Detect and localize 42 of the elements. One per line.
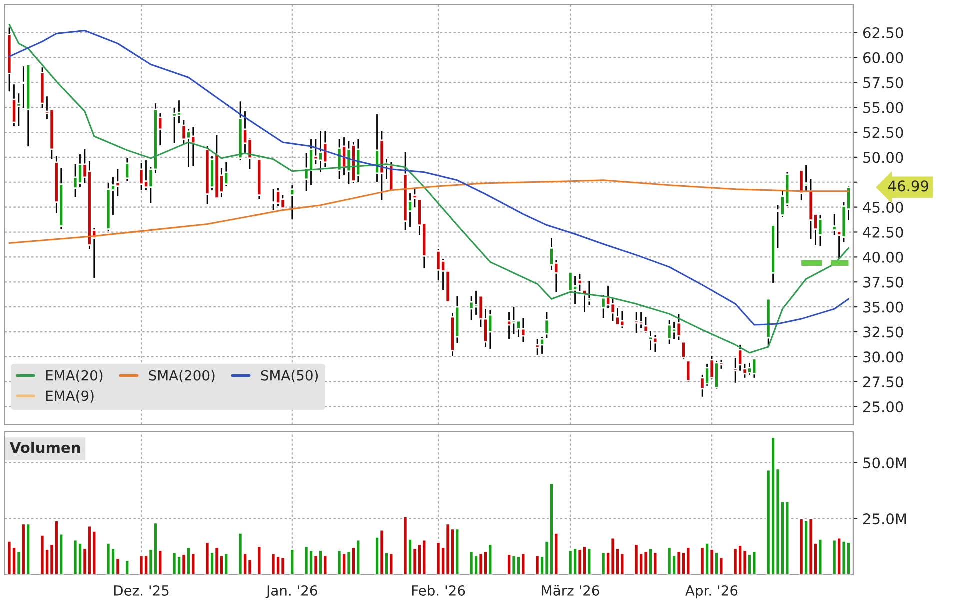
- legend-label: EMA(20): [46, 370, 103, 382]
- x-tick-label: Dez. '25: [114, 585, 169, 596]
- y-tick-label: 42.50: [863, 226, 904, 238]
- candlestick: [290, 184, 296, 220]
- y-tick-label: 50.00: [864, 152, 904, 164]
- y-tick-label: 50.0M: [864, 458, 906, 469]
- candlestick: [686, 360, 692, 383]
- y-tick-label: 25.0M: [864, 514, 906, 525]
- candlestick: [681, 340, 686, 360]
- candlestick: [138, 162, 144, 192]
- bar: [124, 560, 130, 575]
- y-tick-label: 27.50: [864, 376, 904, 388]
- candlestick: [468, 295, 474, 321]
- y-tick-label: 45.00: [863, 202, 904, 214]
- y-tick-label: 57.50: [864, 77, 904, 88]
- y-tick-label: 25.00: [864, 402, 904, 413]
- x-tick-label: März '26: [542, 585, 600, 596]
- y-tick-label: 55.00: [864, 102, 904, 114]
- y-tick-label: 60.00: [863, 52, 904, 64]
- legend-label: EMA(9): [46, 390, 94, 403]
- legend-label: SMA(200): [149, 370, 215, 382]
- y-tick-label: 62.50: [863, 27, 904, 38]
- bar: [256, 546, 262, 575]
- text: Volumen: [10, 442, 80, 454]
- x-tick-label: Apr. '26: [686, 585, 738, 599]
- x-tick-label: Feb. '26: [412, 585, 466, 596]
- text: 46.99: [888, 180, 928, 192]
- y-tick-label: 52.50: [864, 127, 904, 138]
- candlestick: [666, 319, 672, 345]
- y-tick-label: 30.00: [864, 352, 904, 363]
- bar: [290, 548, 296, 575]
- y-tick-label: 32.50: [864, 326, 904, 338]
- y-tick-label: 37.50: [864, 276, 904, 288]
- x-tick-label: Jan. '26: [266, 585, 318, 599]
- candlestick: [506, 311, 512, 340]
- candlestick: [544, 311, 550, 339]
- bar: [634, 544, 640, 575]
- y-tick-label: 40.00: [863, 252, 904, 263]
- candlestick: [124, 158, 130, 182]
- y-tick-label: 35.00: [864, 302, 904, 313]
- legend-label: SMA(50): [261, 370, 318, 382]
- candlestick: [832, 214, 838, 236]
